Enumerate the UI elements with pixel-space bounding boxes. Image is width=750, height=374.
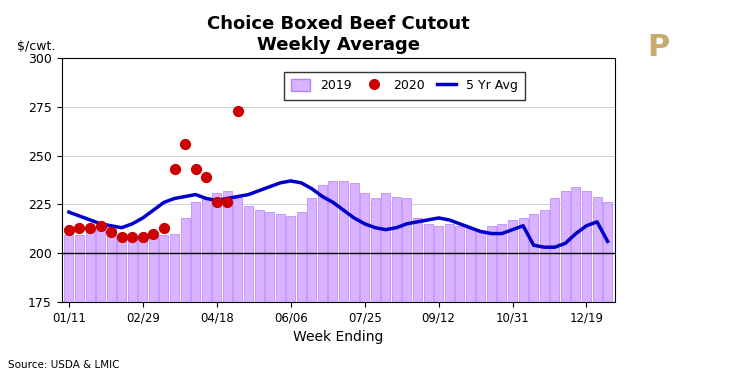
Bar [572,187,580,374]
Bar [202,199,211,374]
Bar [561,191,570,374]
Bar [318,185,327,374]
Point [200,174,212,180]
Bar [582,191,591,374]
Bar [381,193,390,374]
Point [221,199,233,205]
Point [63,227,75,233]
Bar [487,226,496,374]
Bar [518,218,527,374]
Bar [244,206,253,374]
Point [94,223,106,229]
Bar [328,181,338,374]
Text: P: P [648,33,670,62]
Bar [540,210,549,374]
Bar [212,193,221,374]
Point [169,166,181,172]
Bar [128,237,136,374]
Bar [96,228,105,374]
Bar [339,181,348,374]
Bar [297,212,306,374]
Bar [286,216,296,374]
Bar [106,226,116,374]
Point [211,199,223,205]
Point [84,225,96,231]
Bar [445,224,454,374]
Bar [392,196,400,374]
Bar [476,230,485,374]
Text: Source: USDA & LMIC: Source: USDA & LMIC [8,360,119,370]
Point [116,234,128,240]
Bar [434,226,443,374]
Bar [592,196,602,374]
X-axis label: Week Ending: Week Ending [293,330,383,344]
Text: Center for Commercial Agriculture: Center for Commercial Agriculture [642,104,727,110]
Bar [308,199,316,374]
Bar [117,233,126,374]
Bar [149,237,158,374]
Point [190,166,202,172]
Point [136,234,148,240]
Bar [276,214,285,374]
Bar [413,218,422,374]
Bar [403,199,412,374]
Point [158,225,170,231]
Bar [550,199,560,374]
Text: UNIVERSITY: UNIVERSITY [676,57,728,66]
Point [148,230,160,236]
Bar [350,183,358,374]
Point [179,141,191,147]
Bar [466,228,475,374]
Bar [254,210,263,374]
Bar [64,236,74,374]
Bar [181,218,190,374]
Bar [170,233,179,374]
Bar [233,199,242,374]
Bar [360,193,369,374]
Bar [86,230,94,374]
Bar [370,199,380,374]
Text: PURDUE: PURDUE [676,34,728,44]
Legend: 2019, 2020, 5 Yr Avg: 2019, 2020, 5 Yr Avg [284,72,526,100]
Bar [160,236,169,374]
Point [105,229,117,234]
Bar [191,202,200,374]
Text: $/cwt.: $/cwt. [17,40,56,53]
Bar [223,191,232,374]
Bar [265,212,274,374]
Bar [138,237,147,374]
Bar [603,202,612,374]
Bar [75,236,84,374]
Title: Choice Boxed Beef Cutout
Weekly Average: Choice Boxed Beef Cutout Weekly Average [207,15,470,54]
Bar [424,224,433,374]
Point [74,225,86,231]
Bar [497,224,506,374]
Point [232,108,244,114]
Bar [508,220,517,374]
Bar [455,226,464,374]
Point [126,234,138,240]
Bar [530,214,538,374]
